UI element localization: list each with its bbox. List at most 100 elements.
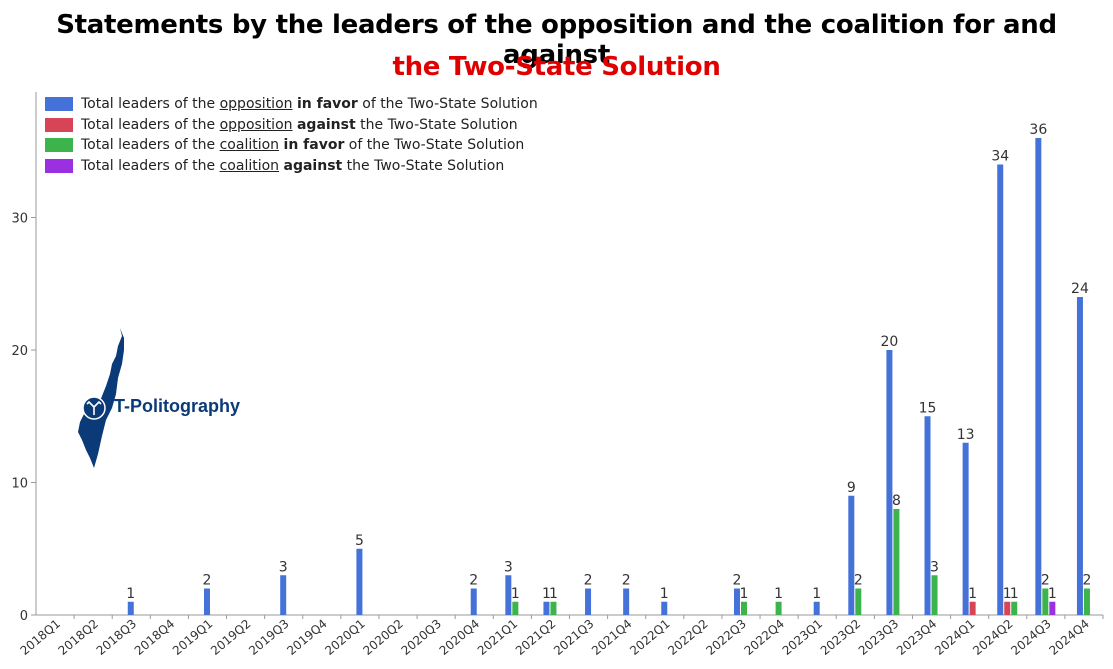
data-label: 1 — [812, 586, 821, 602]
data-label: 2 — [1041, 573, 1050, 589]
bar — [505, 575, 512, 615]
x-tick-label: 2021Q4 — [589, 617, 634, 658]
bar — [886, 350, 893, 615]
x-tick-label: 2023Q3 — [856, 617, 901, 658]
logo: T-Politography — [72, 328, 242, 472]
bar — [775, 601, 782, 615]
x-tick-label: 2018Q3 — [94, 617, 139, 658]
data-label: 1 — [1048, 586, 1057, 602]
x-tick-label: 2018Q4 — [132, 617, 177, 658]
bar — [1011, 601, 1018, 615]
bar — [280, 575, 287, 615]
legend-item: Total leaders of the coalition against t… — [45, 156, 538, 177]
bar — [127, 601, 134, 615]
legend-label: Total leaders of the opposition in favor… — [81, 96, 538, 113]
bar — [1042, 588, 1049, 615]
data-label: 13 — [957, 427, 975, 443]
x-tick-label: 2020Q4 — [437, 617, 482, 658]
bar — [962, 442, 969, 615]
x-tick-label: 2024Q4 — [1046, 617, 1091, 658]
data-label: 2 — [733, 573, 742, 589]
y-tick-label: 10 — [11, 477, 28, 492]
x-tick-label: 2019Q2 — [208, 617, 253, 658]
data-label: 24 — [1071, 281, 1089, 297]
bar — [661, 601, 668, 615]
legend-swatch — [45, 97, 73, 112]
bar — [512, 601, 519, 615]
x-tick-label: 2020Q1 — [322, 617, 367, 658]
bar — [356, 548, 363, 615]
data-label: 1 — [511, 586, 520, 602]
x-tick-label: 2019Q4 — [284, 617, 329, 658]
legend-label: Total leaders of the coalition in favor … — [81, 137, 525, 154]
x-tick-label: 2022Q1 — [627, 617, 672, 658]
bar — [893, 509, 900, 615]
legend-item: Total leaders of the opposition against … — [45, 115, 538, 136]
y-tick-label: 20 — [11, 344, 28, 359]
legend-swatch — [45, 138, 73, 153]
x-tick-label: 2020Q2 — [360, 617, 405, 658]
data-label: 2 — [203, 573, 212, 589]
bar — [1035, 138, 1042, 615]
bar — [924, 416, 931, 615]
bar — [848, 495, 855, 615]
logo-text: T-Politography — [114, 396, 240, 416]
bar — [1049, 601, 1056, 615]
x-tick-label: 2023Q1 — [780, 617, 825, 658]
x-tick-label: 2021Q3 — [551, 617, 596, 658]
data-label: 8 — [892, 493, 901, 509]
data-label: 2 — [1082, 573, 1091, 589]
data-label: 3 — [930, 559, 939, 575]
data-label: 36 — [1029, 122, 1047, 138]
bar — [931, 575, 938, 615]
data-label: 9 — [847, 480, 856, 496]
bar — [543, 601, 550, 615]
data-label: 1 — [542, 586, 551, 602]
x-tick-label: 2024Q2 — [970, 617, 1015, 658]
x-tick-label: 2020Q3 — [399, 617, 444, 658]
bar — [855, 588, 862, 615]
x-tick-label: 2018Q2 — [56, 617, 101, 658]
x-tick-label: 2024Q1 — [932, 617, 977, 658]
x-tick-label: 2019Q3 — [246, 617, 291, 658]
data-label: 15 — [919, 400, 937, 416]
x-tick-label: 2021Q1 — [475, 617, 520, 658]
data-label: 2 — [584, 573, 593, 589]
x-tick-label: 2022Q2 — [665, 617, 710, 658]
legend: Total leaders of the opposition in favor… — [45, 94, 538, 176]
x-tick-label: 2019Q1 — [170, 617, 215, 658]
bar — [733, 588, 740, 615]
legend-swatch — [45, 158, 73, 173]
y-tick-label: 30 — [11, 212, 28, 227]
israel-map-icon: T-Politography — [78, 328, 240, 468]
bar — [623, 588, 630, 615]
data-label: 1 — [1010, 586, 1019, 602]
data-label: 1 — [774, 586, 783, 602]
bar — [1076, 297, 1083, 615]
chart-title-line-1: Statements by the leaders of the opposit… — [56, 10, 1057, 70]
x-tick-label: 2023Q4 — [894, 617, 939, 658]
data-label: 34 — [991, 149, 1009, 165]
bar — [203, 588, 210, 615]
bar — [470, 588, 477, 615]
bar — [969, 601, 976, 615]
data-label: 1 — [968, 586, 977, 602]
x-tick-label: 2023Q2 — [818, 617, 863, 658]
data-label: 1 — [660, 586, 669, 602]
data-label: 1 — [1003, 586, 1012, 602]
title-band: Statements by the leaders of the opposit… — [0, 0, 1113, 92]
bar — [740, 601, 747, 615]
bar — [813, 601, 820, 615]
legend-item: Total leaders of the opposition in favor… — [45, 94, 538, 115]
data-label: 1 — [740, 586, 749, 602]
chart-title-line-2: the Two-State Solution — [392, 52, 721, 82]
data-label: 2 — [854, 573, 863, 589]
x-tick-label: 2021Q2 — [513, 617, 558, 658]
y-tick-label: 0 — [20, 609, 28, 624]
data-label: 5 — [355, 533, 364, 549]
bar — [585, 588, 592, 615]
bar — [1083, 588, 1090, 615]
bar — [550, 601, 557, 615]
data-label: 1 — [549, 586, 558, 602]
data-label: 2 — [469, 573, 478, 589]
